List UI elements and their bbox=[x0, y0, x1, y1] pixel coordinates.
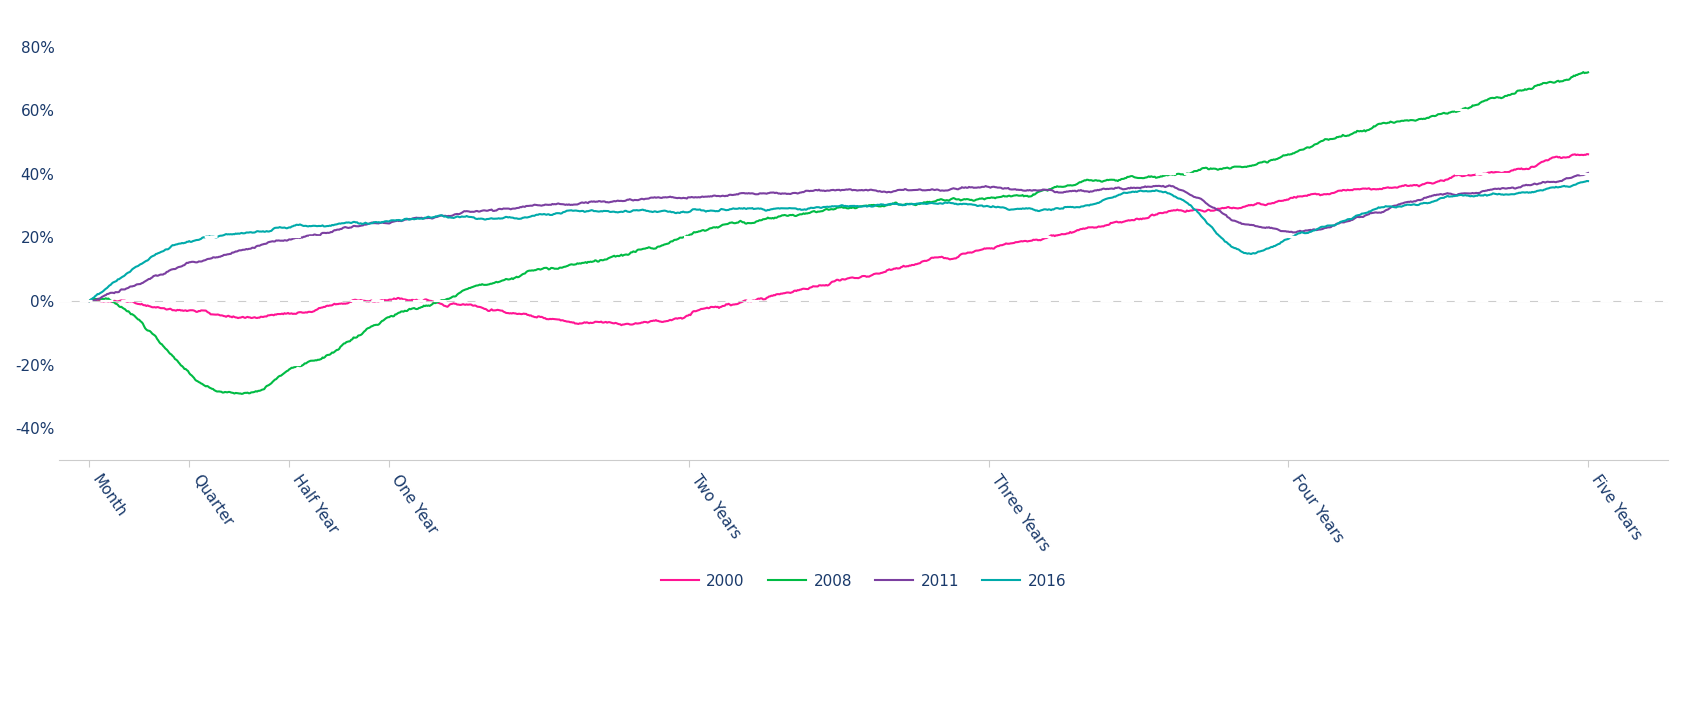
2000 bbox=[444, 300, 464, 308]
2008 bbox=[446, 292, 466, 300]
2016 bbox=[1578, 177, 1598, 185]
2011 bbox=[1285, 228, 1305, 237]
2008 bbox=[1573, 68, 1593, 77]
2008 bbox=[1578, 68, 1598, 77]
2016 bbox=[301, 222, 321, 230]
2008 bbox=[79, 297, 99, 305]
2011 bbox=[1578, 169, 1598, 177]
2000 bbox=[301, 307, 321, 316]
2016 bbox=[1103, 192, 1124, 201]
2011 bbox=[1139, 182, 1159, 191]
2008 bbox=[878, 200, 898, 209]
2008 bbox=[1139, 172, 1159, 181]
2000 bbox=[1287, 192, 1307, 201]
2011 bbox=[444, 210, 464, 219]
2000 bbox=[1105, 217, 1125, 226]
Line: 2011: 2011 bbox=[89, 173, 1588, 301]
2008 bbox=[1105, 177, 1125, 185]
2000 bbox=[878, 265, 898, 274]
2000 bbox=[1139, 212, 1159, 220]
Line: 2016: 2016 bbox=[89, 181, 1588, 301]
Legend: 2000, 2008, 2011, 2016: 2000, 2008, 2011, 2016 bbox=[654, 568, 1071, 595]
Line: 2000: 2000 bbox=[89, 154, 1588, 325]
2008 bbox=[232, 390, 252, 398]
2011 bbox=[1103, 184, 1124, 193]
2011 bbox=[301, 231, 321, 240]
2008 bbox=[301, 356, 321, 365]
2011 bbox=[878, 187, 898, 196]
2016 bbox=[79, 297, 99, 305]
Line: 2008: 2008 bbox=[89, 72, 1588, 394]
2016 bbox=[1576, 177, 1596, 185]
2000 bbox=[1576, 150, 1596, 159]
2016 bbox=[878, 200, 898, 209]
2008 bbox=[1287, 147, 1307, 156]
2000 bbox=[611, 321, 631, 330]
2016 bbox=[444, 213, 464, 222]
2011 bbox=[79, 297, 99, 305]
2000 bbox=[1578, 150, 1598, 159]
2000 bbox=[79, 297, 99, 305]
2016 bbox=[1285, 230, 1305, 239]
2016 bbox=[1139, 187, 1159, 196]
